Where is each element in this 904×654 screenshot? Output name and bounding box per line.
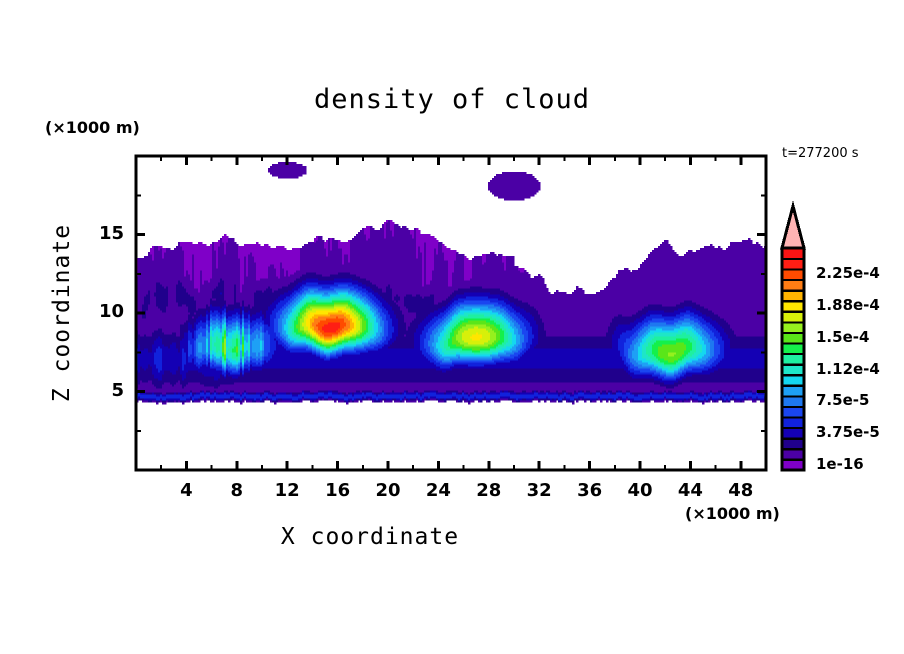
x-tick-label: 12 xyxy=(274,480,300,501)
colorbar-tick-label: 1e-16 xyxy=(816,454,864,473)
x-tick-label: 24 xyxy=(425,480,451,501)
x-axis-title: X coordinate xyxy=(280,524,460,550)
x-tick-label: 8 xyxy=(230,480,244,501)
page-title: density of cloud xyxy=(313,84,591,115)
x-tick-label: 44 xyxy=(677,480,703,501)
colorbar-tick-label: 2.25e-4 xyxy=(816,264,880,283)
colorbar-tick-label: 1.5e-4 xyxy=(816,327,870,346)
x-tick-label: 28 xyxy=(476,480,502,501)
axis-frame xyxy=(134,154,768,472)
x-tick-label: 36 xyxy=(577,480,603,501)
colorbar-tick-label: 3.75e-5 xyxy=(816,423,880,441)
y-tick-label: 10 xyxy=(98,301,124,322)
colorbar xyxy=(780,200,806,472)
y-tick-label: 15 xyxy=(98,222,124,244)
colorbar-tick-label: 1.88e-4 xyxy=(816,296,880,315)
contour-field xyxy=(136,162,766,405)
x-tick-label: 20 xyxy=(375,480,401,501)
x-axis-unit-label: (×1000 m) xyxy=(685,504,780,523)
x-tick-label: 32 xyxy=(526,480,552,501)
colorbar-tick-label: 7.5e-5 xyxy=(816,391,870,410)
x-tick-label: 16 xyxy=(325,480,351,501)
x-tick-label: 4 xyxy=(180,480,193,501)
x-tick-label: 48 xyxy=(728,480,754,501)
timestamp-annotation: t=277200 s xyxy=(782,146,859,161)
y-tick-label: 5 xyxy=(111,379,124,401)
y-axis-unit-label: (×1000 m) xyxy=(45,118,140,137)
x-tick-label: 40 xyxy=(627,480,653,501)
colorbar-tick-label: 1.12e-4 xyxy=(816,359,880,378)
